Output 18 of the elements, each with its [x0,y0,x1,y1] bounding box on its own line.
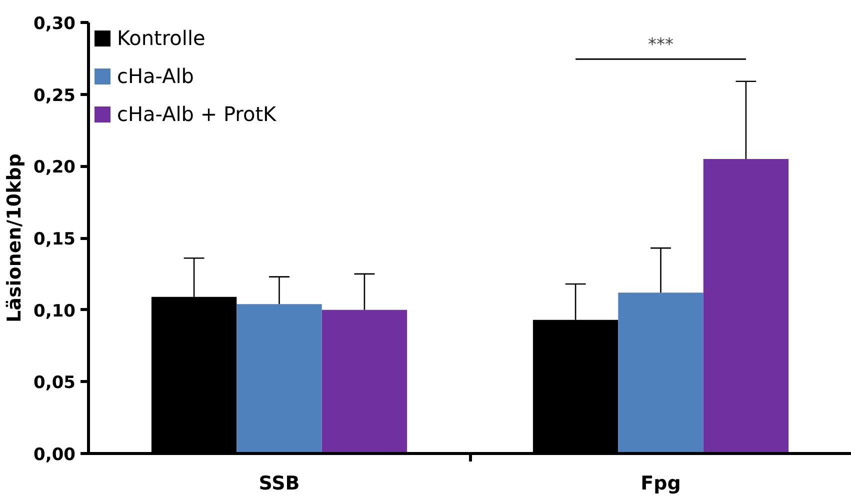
legend-label: Kontrolle [117,26,206,50]
bar [236,304,322,454]
bar [618,292,704,454]
y-tick-label: 0,05 [34,373,76,394]
y-tick-label: 0,10 [34,301,76,322]
bar [703,158,789,454]
y-tick-label: 0,15 [34,230,76,250]
annotation: *** [648,35,674,56]
y-tick-label: 0,30 [34,14,76,34]
bar [322,310,408,454]
y-tick-label: 0,20 [34,158,76,178]
y-tick-label: 0,00 [34,445,76,465]
x-tick-label: SSB [258,472,300,494]
legend-label: cHa-Alb [117,64,194,88]
y-axis-title: Läsionen/10kbp [4,154,26,322]
x-tick-label: Fpg [640,472,681,494]
legend-label: cHa-Alb + ProtK [117,102,276,126]
y-tick-label: 0,25 [34,86,76,106]
